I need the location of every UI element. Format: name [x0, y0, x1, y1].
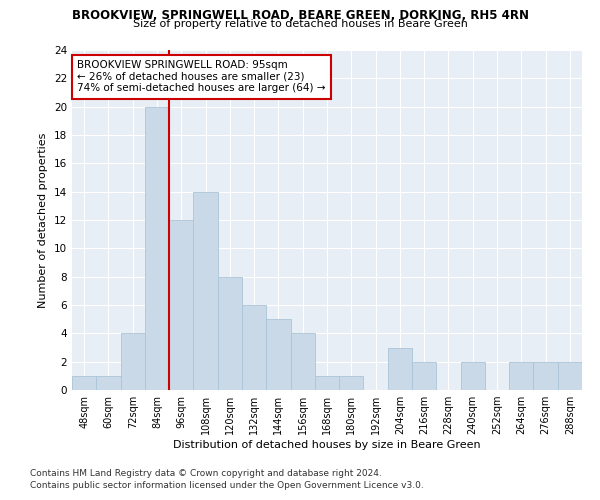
Bar	[509, 362, 533, 390]
Bar	[315, 376, 339, 390]
Bar	[145, 106, 169, 390]
Bar	[96, 376, 121, 390]
Bar	[339, 376, 364, 390]
Text: Contains HM Land Registry data © Crown copyright and database right 2024.: Contains HM Land Registry data © Crown c…	[30, 468, 382, 477]
Bar	[266, 319, 290, 390]
Bar	[169, 220, 193, 390]
Bar	[242, 305, 266, 390]
Bar	[412, 362, 436, 390]
Text: Size of property relative to detached houses in Beare Green: Size of property relative to detached ho…	[133, 19, 467, 29]
Bar	[121, 334, 145, 390]
Text: BROOKVIEW SPRINGWELL ROAD: 95sqm
← 26% of detached houses are smaller (23)
74% o: BROOKVIEW SPRINGWELL ROAD: 95sqm ← 26% o…	[77, 60, 326, 94]
Text: BROOKVIEW, SPRINGWELL ROAD, BEARE GREEN, DORKING, RH5 4RN: BROOKVIEW, SPRINGWELL ROAD, BEARE GREEN,…	[71, 9, 529, 22]
X-axis label: Distribution of detached houses by size in Beare Green: Distribution of detached houses by size …	[173, 440, 481, 450]
Text: Contains public sector information licensed under the Open Government Licence v3: Contains public sector information licen…	[30, 481, 424, 490]
Bar	[461, 362, 485, 390]
Bar	[388, 348, 412, 390]
Bar	[558, 362, 582, 390]
Bar	[290, 334, 315, 390]
Bar	[218, 276, 242, 390]
Bar	[533, 362, 558, 390]
Bar	[193, 192, 218, 390]
Bar	[72, 376, 96, 390]
Y-axis label: Number of detached properties: Number of detached properties	[38, 132, 49, 308]
